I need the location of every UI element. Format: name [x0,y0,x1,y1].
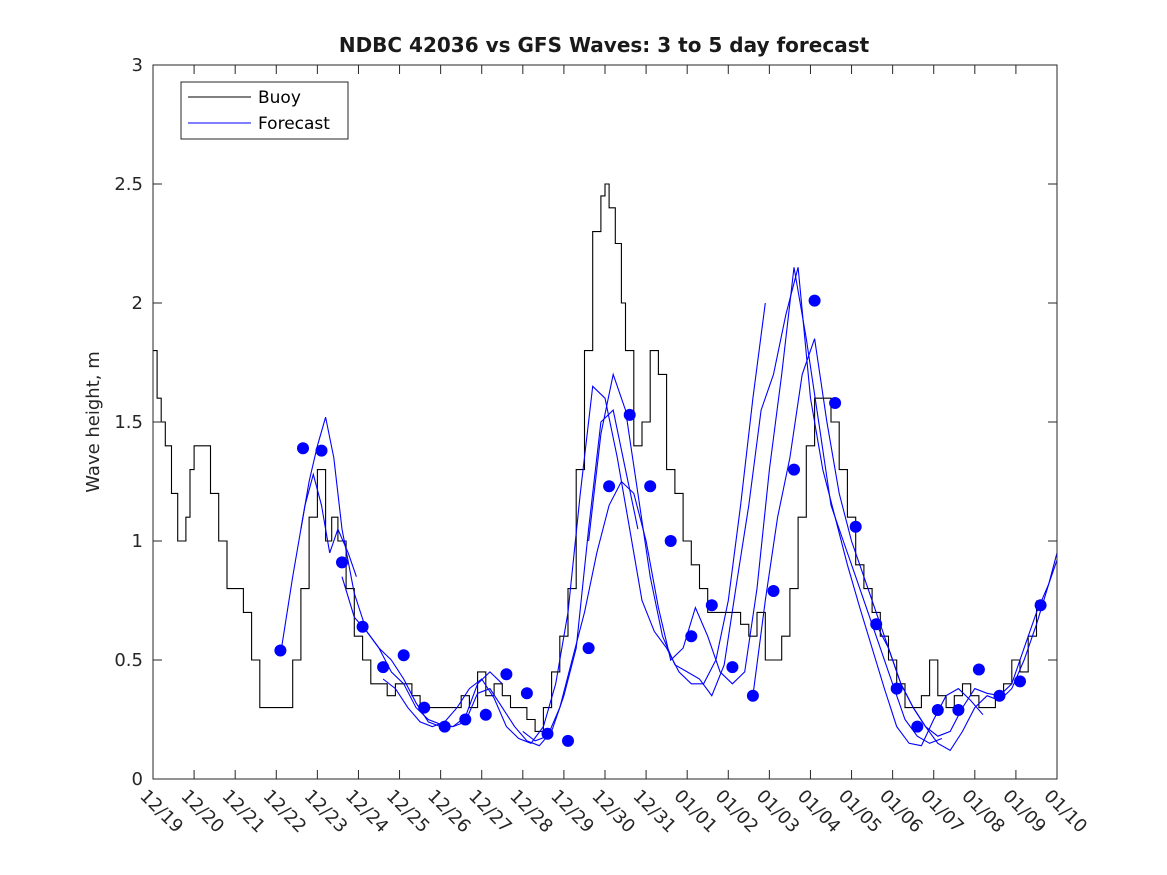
forecast-point [829,397,842,409]
forecast-point [438,720,451,733]
series-line-forecast-8 [875,552,1057,752]
forecast-point [520,687,533,700]
forecast-point [808,294,821,307]
y-tick-label: 3 [132,55,143,76]
legend-box [180,81,349,140]
forecast-point [767,585,780,597]
forecast-point [356,620,369,633]
forecast-point [500,668,513,681]
forecast-point [541,727,554,740]
forecast-point [274,644,287,657]
y-tick-label: 2.5 [114,174,143,195]
forecast-point [746,689,759,702]
series-line-forecast-4 [382,302,766,744]
legend-label-buoy: Buoy [258,88,301,108]
forecast-point [623,408,636,421]
forecast-point [1014,675,1026,688]
forecast-point [664,535,677,547]
series-line-forecast-6 [588,267,984,747]
forecast-point [582,642,595,655]
y-tick-label: 0.5 [114,650,143,671]
forecast-point [562,734,574,747]
plot-area [153,65,1057,779]
forecast-point [603,480,616,493]
legend: Buoy Forecast [180,81,349,140]
series-line-forecast-3 [341,409,639,747]
forecast-point [911,720,924,733]
forecast-point [849,520,862,533]
forecast-point [377,661,390,674]
forecast-point [993,689,1006,702]
forecast-point [685,630,698,643]
forecast-point [726,661,739,674]
forecast-point [315,444,328,457]
forecast-point [972,663,985,676]
forecast-point [418,701,431,714]
forecast-point [705,599,718,612]
forecast-point [479,708,492,721]
forecast-point [397,649,410,662]
forecast-point [644,480,657,493]
chart-title: NDBC 42036 vs GFS Waves: 3 to 5 day fore… [339,33,870,57]
y-tick-label: 1.5 [114,412,143,433]
plot-frame [152,64,1058,780]
forecast-point [297,442,309,455]
y-tick-label: 0 [132,769,143,790]
forecast-point [1034,599,1047,612]
forecast-point [952,704,965,716]
forecast-point [788,463,800,476]
y-tick-label: 2 [132,293,143,314]
forecast-point [870,618,883,631]
legend-label-forecast: Forecast [258,114,330,134]
forecast-point [890,682,903,695]
y-tick-label: 1 [132,531,143,552]
forecast-point [336,556,348,569]
y-axis-label: Wave height, m [83,351,104,492]
forecast-point [459,713,472,726]
forecast-point [931,704,944,716]
